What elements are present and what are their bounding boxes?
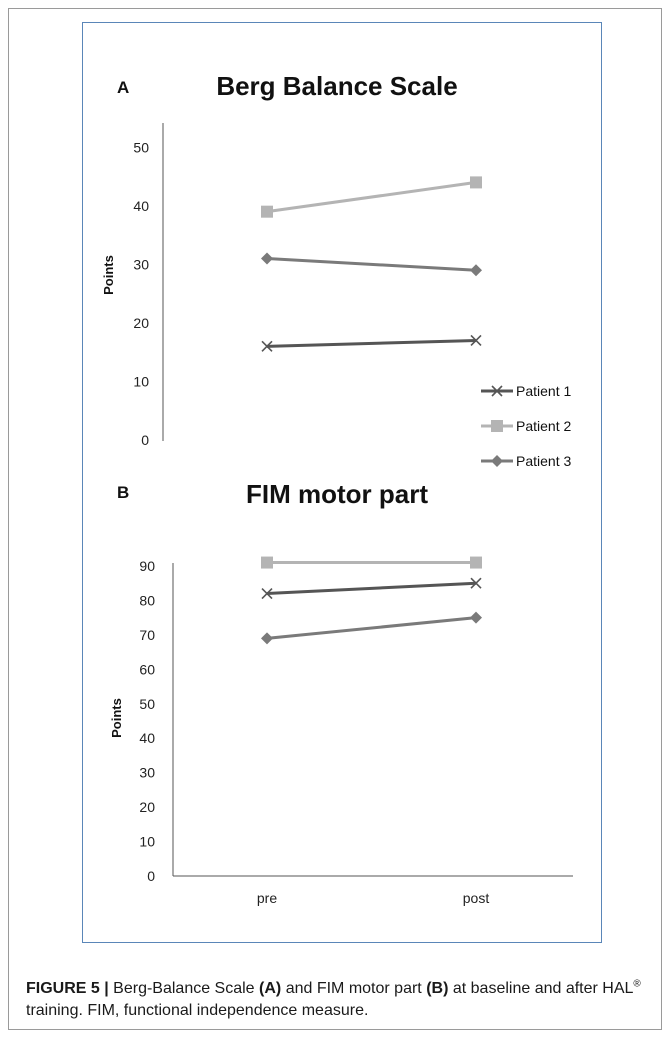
- figure-frame: [8, 8, 662, 1030]
- panel-b-x-tick-label: pre: [257, 890, 277, 906]
- panel-a-series-line-3: [266, 257, 477, 272]
- panel-b-series-1-point-stroke-2: [470, 577, 482, 589]
- caption-text-2: and FIM motor part: [281, 980, 427, 997]
- panel-a-series-line-1: [266, 338, 477, 348]
- panel-b-y-tick-label: 70: [139, 627, 155, 643]
- panel-a-series-2-point: [470, 176, 482, 189]
- panel-a-series-1-point: [470, 334, 482, 347]
- chart-svg: A Berg Balance Scale 0 10 20 30 40 50 Points Pati…: [101, 71, 573, 906]
- panel-b-y-tick-label: 40: [139, 730, 155, 746]
- panel-b-series-1-point: [261, 587, 273, 600]
- caption-text-4: training. FIM, functional independence m…: [26, 1002, 369, 1019]
- panel-b-series-2-point: [261, 556, 273, 569]
- panel-a-y-tick-label: 40: [133, 198, 149, 214]
- panel-b-series-line-3: [266, 616, 477, 640]
- panel-b-letter: B: [117, 483, 129, 502]
- panel-b-y-tick-label: 10: [139, 834, 155, 850]
- panel-b-y-tick-label: 80: [139, 592, 155, 608]
- panel-a-legend-marker-1: [491, 385, 503, 397]
- panel-b-y-tick-label: 90: [139, 558, 155, 574]
- panel-a-y-tick-label: 0: [141, 432, 149, 448]
- panel-a-title: Berg Balance Scale: [216, 71, 457, 101]
- panel-a-series-1-point-stroke-2: [261, 340, 273, 352]
- caption-text-1: Berg-Balance Scale: [108, 980, 260, 997]
- panel-a-legend-marker-1-stroke-2: [491, 385, 503, 397]
- panel-b-y-axis-label: Points: [109, 698, 124, 738]
- panel-a-legend-label-1: Patient 1: [516, 383, 571, 399]
- caption-label: FIGURE 5 |: [26, 980, 109, 997]
- panel-a-legend-marker-2: [491, 420, 503, 432]
- figure-caption: FIGURE 5 | Berg-Balance Scale (A) and FI…: [26, 978, 651, 1022]
- panel-a-y-tick-label: 30: [133, 256, 149, 272]
- panel-b-series-3-point: [470, 611, 482, 624]
- panel-b-y-tick-label: 20: [139, 799, 155, 815]
- panel-b-y-tick-label: 50: [139, 696, 155, 712]
- panel-a-series-1-point: [261, 340, 273, 352]
- panel-b-series-1-point-stroke-2: [261, 587, 273, 600]
- panel-a-series-1-point-stroke-2: [470, 334, 482, 347]
- panel-b-series-line-1: [266, 581, 477, 596]
- panel-a-series-2-point: [261, 205, 273, 218]
- panel-b-series-3-point: [261, 632, 273, 645]
- caption-ref-b: (B): [426, 980, 449, 997]
- panel-b-y-tick-label: 60: [139, 661, 155, 677]
- panel-a-series-3-point: [261, 252, 273, 265]
- panel-b-series-1-point: [470, 577, 482, 589]
- panel-b-x-tick-label: post: [463, 890, 490, 906]
- panel-a-y-tick-label: 20: [133, 315, 149, 331]
- panel-a-legend-marker-3: [491, 455, 503, 467]
- panel-b-series-2-point: [470, 556, 482, 569]
- panel-a-y-axis-label: Points: [101, 255, 116, 295]
- panel-a-y-tick-label: 50: [133, 139, 149, 155]
- panel-a-series-3-point: [470, 264, 482, 277]
- panel-a-letter: A: [117, 78, 129, 97]
- caption-text-3: at baseline and after HAL: [448, 980, 634, 997]
- panel-a-legend-label-3: Patient 3: [516, 453, 571, 469]
- caption-registered-mark: ®: [633, 978, 641, 990]
- panel-a-series-line-2: [266, 180, 477, 214]
- panel-b-y-tick-label: 0: [147, 868, 155, 884]
- caption-ref-a: (A): [259, 980, 282, 997]
- panel-b-y-tick-label: 30: [139, 765, 155, 781]
- panel-b-title: FIM motor part: [246, 479, 428, 509]
- figure-panel: A Berg Balance Scale 0 10 20 30 40 50 Points Pati…: [82, 22, 602, 943]
- panel-a-legend-label-2: Patient 2: [516, 418, 571, 434]
- panel-a-y-tick-label: 10: [133, 373, 149, 389]
